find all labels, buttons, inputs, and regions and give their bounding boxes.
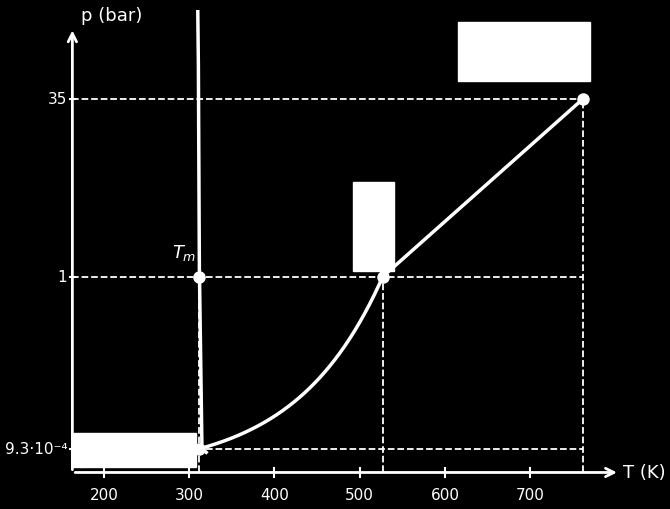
Bar	[458, 22, 590, 82]
Text: 600: 600	[430, 487, 460, 502]
Bar	[72, 434, 196, 467]
Bar	[353, 182, 394, 271]
Text: T (K): T (K)	[623, 464, 666, 482]
Text: 700: 700	[516, 487, 545, 502]
Text: p (bar): p (bar)	[81, 7, 142, 25]
Text: 500: 500	[345, 487, 374, 502]
Text: $T_m$: $T_m$	[172, 243, 196, 263]
Text: 400: 400	[260, 487, 289, 502]
Text: 1: 1	[58, 270, 67, 285]
Text: 35: 35	[48, 92, 67, 107]
Text: 9.3·10⁻⁴: 9.3·10⁻⁴	[5, 441, 67, 457]
Text: 300: 300	[175, 487, 204, 502]
Text: 200: 200	[90, 487, 119, 502]
